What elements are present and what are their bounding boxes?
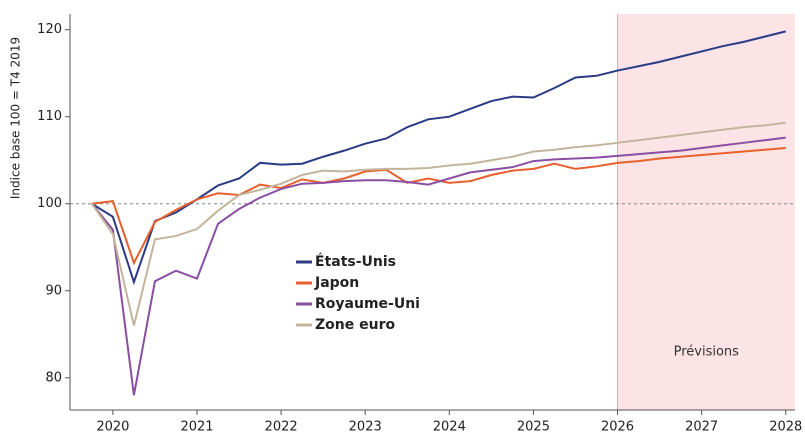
x-tick-label: 2025 (517, 420, 550, 435)
x-tick-label: 2028 (769, 420, 802, 435)
x-tick-label: 2021 (180, 420, 213, 435)
x-tick-label: 2024 (433, 420, 466, 435)
annotation: Prévisions (674, 345, 740, 360)
y-tick-label: 110 (37, 109, 62, 124)
series-line (91, 30, 786, 286)
legend-label: Royaume-Uni (315, 296, 420, 312)
y-tick-label: 90 (45, 283, 62, 298)
series-line (91, 121, 786, 326)
y-tick-label: 80 (45, 370, 62, 385)
legend-label: Japon (314, 275, 359, 291)
x-tick-label: 2027 (685, 420, 718, 435)
x-tick-label: 2023 (349, 420, 382, 435)
forecast-region (617, 14, 795, 410)
x-tick-label: 2022 (265, 420, 298, 435)
y-axis-label: Indice base 100 = T4 2019 (9, 37, 23, 199)
legend-label: États-Unis (315, 253, 396, 270)
x-tick-label: 2026 (601, 420, 634, 435)
series-line (91, 136, 786, 396)
legend-label: Zone euro (315, 317, 395, 333)
y-tick-label: 100 (37, 196, 62, 211)
y-tick-label: 120 (37, 22, 62, 37)
x-tick-label: 2020 (96, 420, 129, 435)
